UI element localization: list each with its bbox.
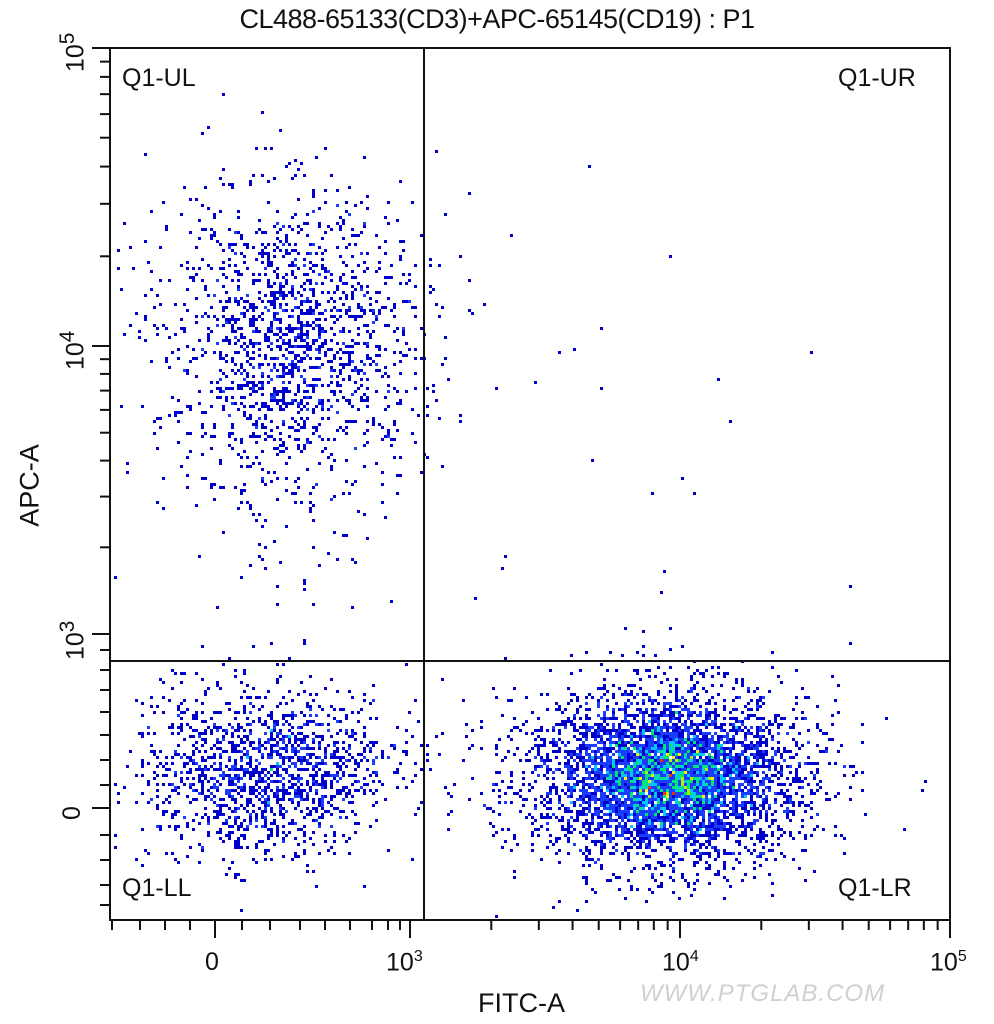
x-axis-label: FITC-A [478,988,565,1018]
y-tick-0: 0 [58,806,86,820]
quadrant-label-ur: Q1-UR [838,64,916,92]
y-tick-1e5: 105 [56,32,90,72]
x-tick-1e3: 103 [386,948,423,977]
x-tick-0: 0 [205,948,219,976]
quadrant-label-ul: Q1-UL [122,64,196,92]
y-axis-label: APC-A [14,444,45,527]
chart-title: CL488-65133(CD3)+APC-65145(CD19) : P1 [239,4,755,34]
y-tick-1e4: 104 [56,330,90,370]
x-tick-1e5: 105 [930,948,967,977]
quadrant-label-ll: Q1-LL [122,874,192,902]
x-tick-1e4: 104 [662,948,699,977]
quadrant-label-lr: Q1-LR [838,874,912,902]
y-tick-1e3: 103 [56,620,90,660]
watermark: WWW.PTGLAB.COM [640,980,886,1007]
